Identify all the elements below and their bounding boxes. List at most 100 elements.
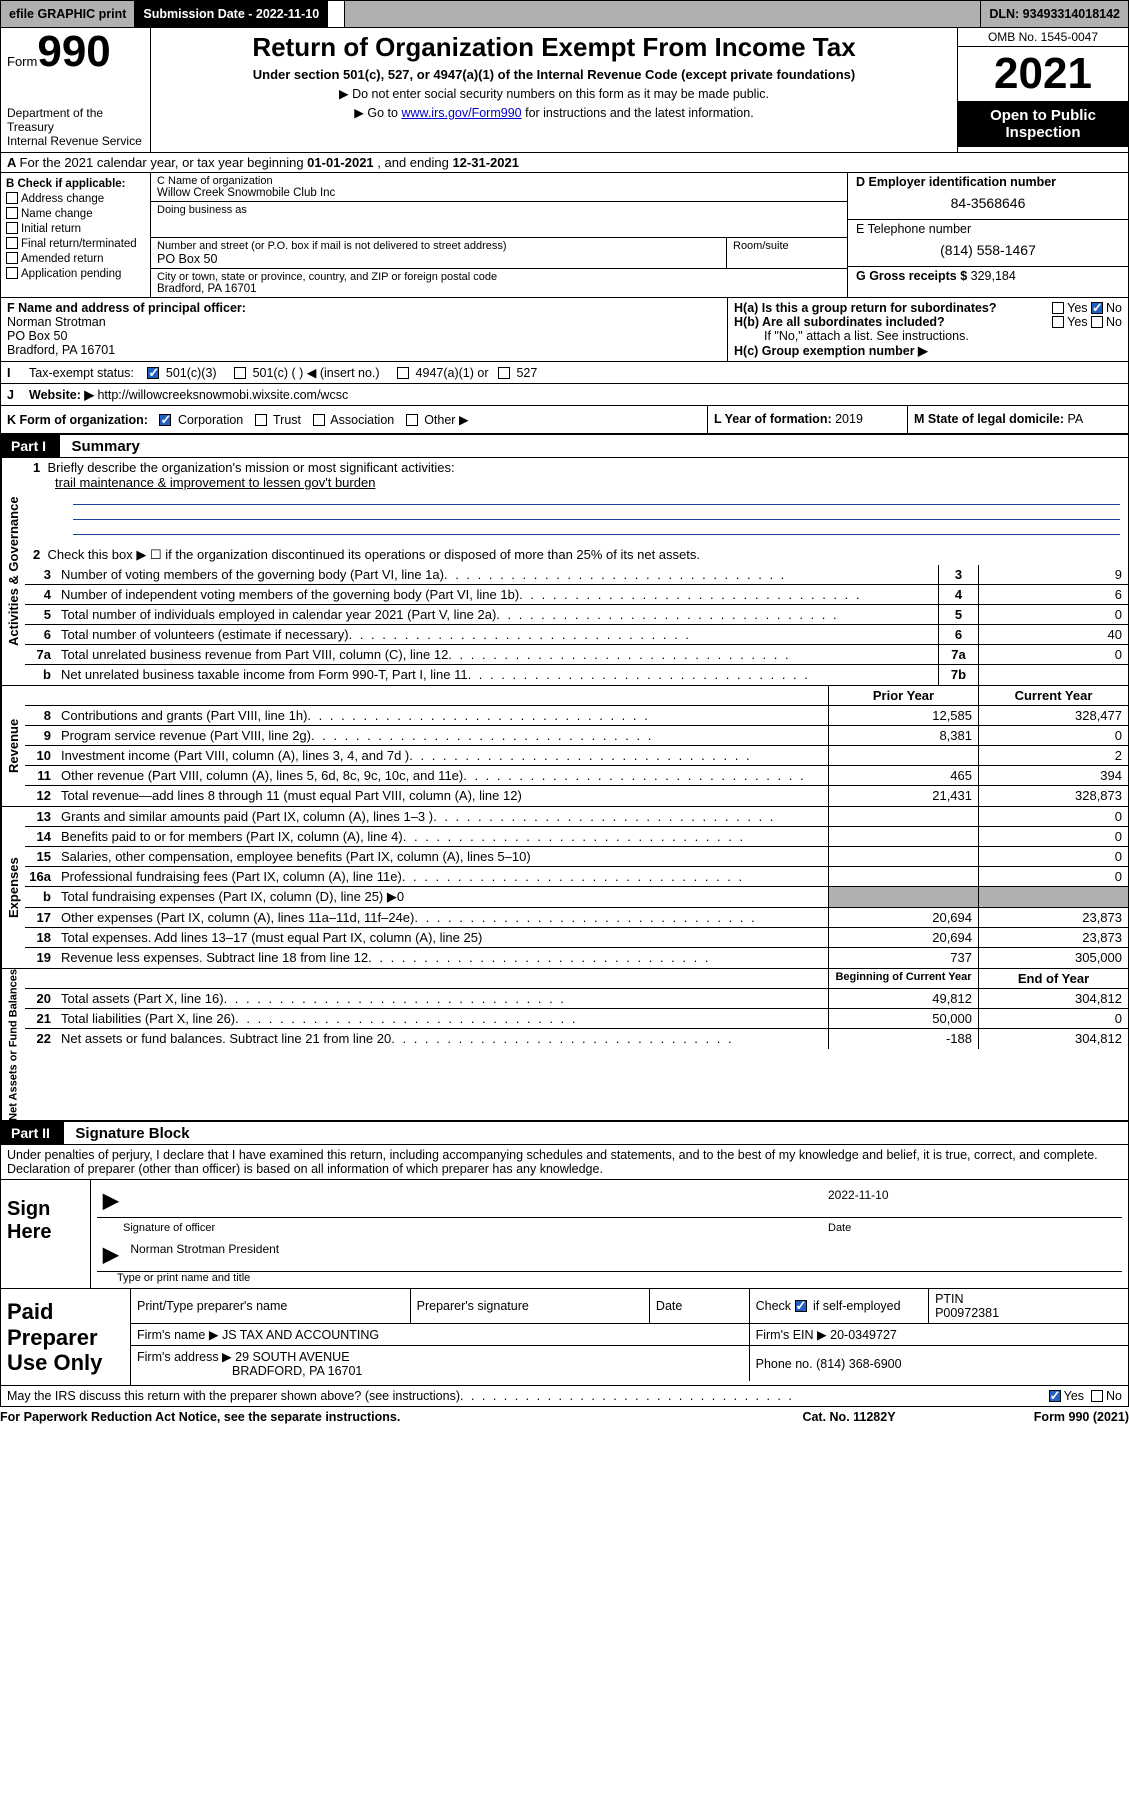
rowj-label: Website: ▶ [29, 388, 94, 402]
officer-name: Norman Strotman [7, 315, 106, 329]
chk-hb-yes[interactable] [1052, 316, 1064, 328]
r16a-no: 16a [25, 867, 57, 886]
q4-row: 4 Number of independent voting members o… [25, 585, 1128, 605]
r8-no: 8 [25, 706, 57, 725]
chk-initial-return[interactable] [6, 222, 18, 234]
part2-header-row: Part II Signature Block [0, 1122, 1129, 1145]
chk-corp[interactable] [159, 414, 171, 426]
ein-label: D Employer identification number [856, 175, 1056, 189]
chk-527[interactable] [498, 367, 510, 379]
r10-curr: 2 [978, 746, 1128, 765]
row-j: JWebsite: ▶ http://willowcreeksnowmobi.w… [0, 384, 1129, 406]
chk-501c3[interactable] [147, 367, 159, 379]
r20-no: 20 [25, 989, 57, 1008]
q1-txt: Briefly describe the organization's miss… [47, 460, 454, 475]
q6-txt: Total number of volunteers (estimate if … [61, 627, 349, 642]
r16b-no: b [25, 887, 57, 907]
r9-txt: Program service revenue (Part VIII, line… [61, 728, 311, 743]
r17-prior: 20,694 [828, 908, 978, 927]
colb-hdr: B Check if applicable: [6, 178, 126, 190]
chk-501c[interactable] [234, 367, 246, 379]
rowl-label: L Year of formation: [714, 412, 832, 426]
arrow-icon: ▶ [97, 1186, 124, 1215]
addr-label: Number and street (or P.O. box if mail i… [157, 240, 720, 252]
q1: 1 Briefly describe the organization's mi… [25, 458, 1128, 537]
r16a-prior [828, 867, 978, 886]
q4-txt: Number of independent voting members of … [61, 587, 519, 602]
year-formation: 2019 [835, 412, 863, 426]
r22-txt: Net assets or fund balances. Subtract li… [61, 1031, 391, 1046]
chk-assoc[interactable] [313, 414, 325, 426]
r12-no: 12 [25, 786, 57, 806]
chk-ha-yes[interactable] [1052, 302, 1064, 314]
chk-ha-no[interactable] [1091, 302, 1103, 314]
chk-amended[interactable] [6, 252, 18, 264]
r8-curr: 328,477 [978, 706, 1128, 725]
r19-prior: 737 [828, 948, 978, 968]
irs-link[interactable]: www.irs.gov/Form990 [401, 106, 521, 120]
ha-yes: Yes [1067, 301, 1087, 315]
lbl-corp: Corporation [178, 413, 243, 427]
paid-preparer-label: Paid Preparer Use Only [1, 1289, 131, 1385]
q7b-row: b Net unrelated business taxable income … [25, 665, 1128, 685]
r16a-curr: 0 [978, 867, 1128, 886]
hdr-boy: Beginning of Current Year [828, 969, 978, 988]
lbl-501c: 501(c) ( ) ◀ (insert no.) [253, 366, 380, 380]
ptin-value: P00972381 [935, 1306, 999, 1320]
ha-no: No [1106, 301, 1122, 315]
r10-txt: Investment income (Part VIII, column (A)… [61, 748, 409, 763]
r21-eoy: 0 [978, 1009, 1128, 1028]
discuss-text: May the IRS discuss this return with the… [7, 1389, 460, 1403]
r22-row: 22Net assets or fund balances. Subtract … [25, 1029, 1128, 1049]
chk-discuss-no[interactable] [1091, 1390, 1103, 1402]
chk-trust[interactable] [255, 414, 267, 426]
lbl-527: 527 [516, 366, 537, 380]
r20-txt: Total assets (Part X, line 16) [61, 991, 224, 1006]
q3-no: 3 [25, 565, 57, 584]
q1-ans: trail maintenance & improvement to lesse… [55, 475, 375, 490]
hb-label: H(b) Are all subordinates included? [734, 315, 945, 329]
prep-h1: Print/Type preparer's name [131, 1289, 410, 1324]
officer-name-title: Norman Strotman President [124, 1240, 1122, 1269]
r9-no: 9 [25, 726, 57, 745]
r12-prior: 21,431 [828, 786, 978, 806]
r18-no: 18 [25, 928, 57, 947]
firm-addr-label: Firm's address ▶ [137, 1350, 232, 1364]
form-number: 990 [37, 27, 110, 76]
section-net-assets: Net Assets or Fund Balances Beginning of… [1, 969, 1128, 1121]
rowm-label: M State of legal domicile: [914, 412, 1064, 426]
chk-final-return[interactable] [6, 237, 18, 249]
prep-h2: Preparer's signature [410, 1289, 649, 1324]
chk-hb-no[interactable] [1091, 316, 1103, 328]
q6-no: 6 [25, 625, 57, 644]
hdr-prior-year: Prior Year [828, 686, 978, 705]
r19-curr: 305,000 [978, 948, 1128, 968]
q5-no: 5 [25, 605, 57, 624]
chk-self-employed[interactable] [795, 1300, 807, 1312]
chk-other[interactable] [406, 414, 418, 426]
q4-lab: 4 [938, 585, 978, 604]
topbar-spacer [345, 1, 981, 27]
r9-row: 9 Program service revenue (Part VIII, lin… [25, 726, 1128, 746]
form-word: Form [7, 54, 37, 69]
r15-row: 15Salaries, other compensation, employee… [25, 847, 1128, 867]
r8-txt: Contributions and grants (Part VIII, lin… [61, 708, 307, 723]
chk-address-change[interactable] [6, 192, 18, 204]
name-title-label: Type or print name and title [97, 1272, 1122, 1284]
r19-no: 19 [25, 948, 57, 968]
chk-app-pending[interactable] [6, 267, 18, 279]
q3-txt: Number of voting members of the governin… [61, 567, 444, 582]
r14-curr: 0 [978, 827, 1128, 846]
rowi-label: Tax-exempt status: [29, 366, 134, 380]
form-note-ssn: ▶ Do not enter social security numbers o… [157, 86, 951, 101]
row-f-h: F Name and address of principal officer:… [0, 298, 1129, 362]
efile-label: efile GRAPHIC print [1, 1, 135, 27]
chk-4947[interactable] [397, 367, 409, 379]
q7a-no: 7a [25, 645, 57, 664]
chk-name-change[interactable] [6, 207, 18, 219]
vlabel-expenses: Expenses [1, 807, 25, 968]
gross-label: G Gross receipts $ [856, 269, 967, 283]
q4-val: 6 [978, 585, 1128, 604]
r20-eoy: 304,812 [978, 989, 1128, 1008]
chk-discuss-yes[interactable] [1049, 1390, 1061, 1402]
